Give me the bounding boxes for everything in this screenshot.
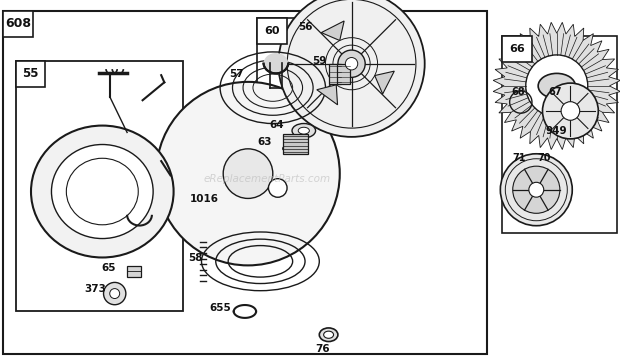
- Ellipse shape: [268, 179, 287, 197]
- Ellipse shape: [51, 145, 153, 238]
- Text: 1016: 1016: [190, 194, 219, 204]
- Text: 60: 60: [264, 26, 280, 36]
- Ellipse shape: [264, 53, 288, 74]
- Bar: [283, 134, 308, 154]
- Circle shape: [104, 282, 126, 305]
- Ellipse shape: [298, 127, 309, 134]
- Bar: [257, 18, 287, 44]
- Text: 373: 373: [84, 284, 106, 294]
- Bar: [502, 36, 532, 62]
- Text: 608: 608: [5, 17, 31, 30]
- Polygon shape: [317, 85, 337, 105]
- Bar: [502, 36, 617, 233]
- Text: 71: 71: [513, 153, 526, 163]
- Text: 655: 655: [209, 303, 231, 313]
- Ellipse shape: [292, 124, 316, 138]
- Bar: [16, 61, 183, 311]
- Ellipse shape: [31, 126, 174, 257]
- Circle shape: [345, 58, 358, 70]
- Text: 64: 64: [270, 120, 285, 130]
- Circle shape: [278, 0, 425, 137]
- Bar: [3, 11, 33, 37]
- Bar: [16, 61, 45, 87]
- Circle shape: [542, 83, 598, 139]
- Circle shape: [110, 289, 120, 299]
- Circle shape: [338, 50, 365, 77]
- Bar: [3, 11, 487, 354]
- Bar: [337, 64, 350, 84]
- Bar: [257, 18, 356, 115]
- Polygon shape: [493, 22, 620, 150]
- Text: 67: 67: [548, 87, 562, 97]
- Circle shape: [223, 149, 273, 198]
- Circle shape: [529, 182, 544, 197]
- Text: 56: 56: [298, 22, 312, 32]
- Ellipse shape: [66, 158, 138, 225]
- Ellipse shape: [319, 328, 338, 342]
- Bar: [127, 266, 141, 277]
- Circle shape: [513, 166, 560, 213]
- Text: 58: 58: [188, 253, 203, 263]
- Text: 68: 68: [512, 87, 525, 97]
- Text: 76: 76: [315, 344, 330, 354]
- Text: 57: 57: [229, 69, 244, 79]
- Circle shape: [526, 55, 588, 117]
- Circle shape: [156, 82, 340, 265]
- Text: 59: 59: [312, 56, 327, 66]
- Text: eReplacementParts.com: eReplacementParts.com: [203, 174, 330, 184]
- Ellipse shape: [538, 73, 575, 98]
- Polygon shape: [321, 21, 344, 40]
- Bar: [329, 64, 341, 84]
- Text: 65: 65: [101, 263, 116, 273]
- Polygon shape: [374, 71, 394, 94]
- Ellipse shape: [324, 331, 334, 338]
- Text: 70: 70: [538, 153, 551, 163]
- Circle shape: [561, 102, 580, 120]
- Text: 55: 55: [22, 67, 38, 80]
- Circle shape: [500, 154, 572, 226]
- Text: 66: 66: [509, 44, 525, 54]
- Text: 949: 949: [546, 126, 567, 136]
- Text: 63: 63: [257, 137, 272, 147]
